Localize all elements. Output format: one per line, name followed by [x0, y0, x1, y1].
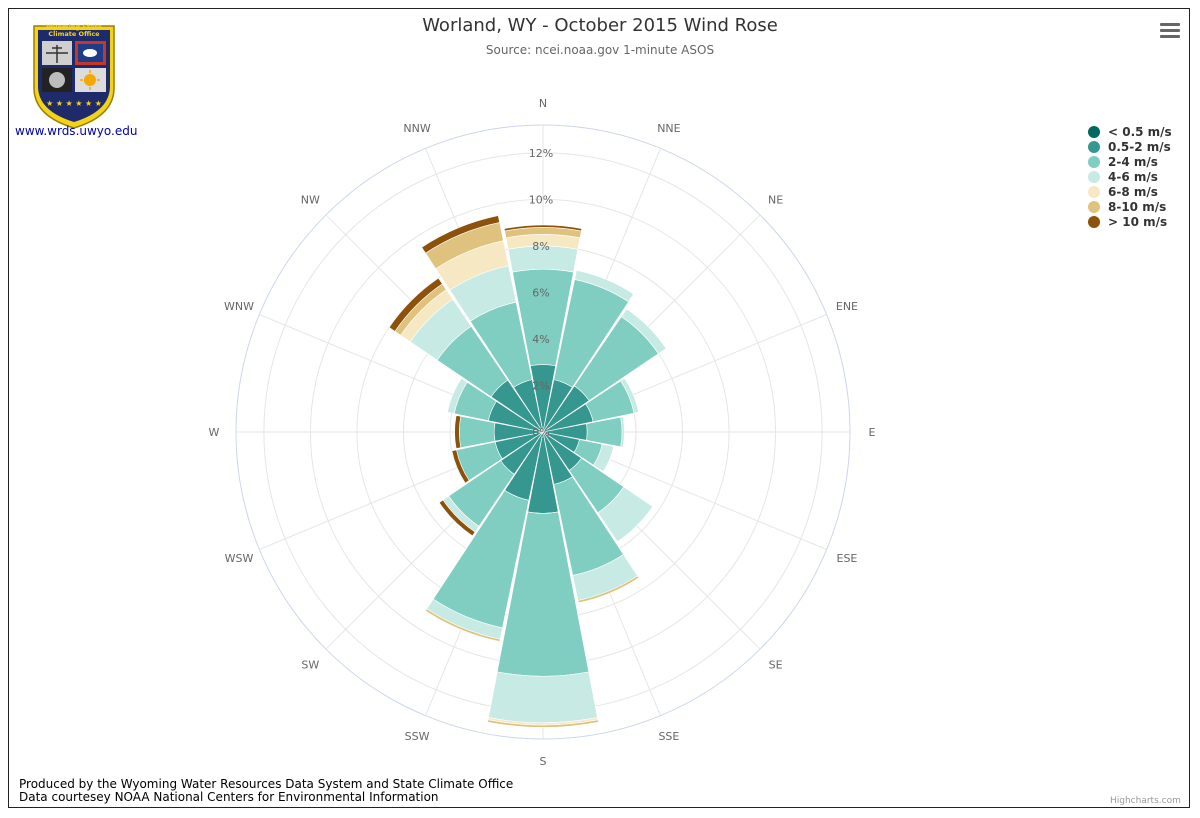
bar-e-bin-3 — [620, 416, 625, 448]
direction-label-sse: SSE — [658, 730, 679, 743]
radial-tick-label: 10% — [529, 193, 553, 206]
legend-item[interactable]: 4-6 m/s — [1088, 169, 1172, 184]
legend-swatch — [1088, 155, 1100, 168]
radial-tick-label: 12% — [529, 147, 553, 160]
legend-swatch — [1088, 140, 1100, 153]
bar-ene-bin-3 — [620, 377, 640, 414]
bar-sse-bin-5 — [577, 575, 640, 604]
direction-label-wnw: WNW — [224, 300, 254, 313]
bar-sw-bin-6 — [438, 499, 476, 537]
bar-s-bin-5 — [487, 719, 599, 728]
direction-label-ssw: SSW — [405, 730, 430, 743]
direction-label-nne: NNE — [657, 122, 680, 135]
bar-nw-bin-6 — [388, 277, 443, 332]
footer-line1: Produced by the Wyoming Water Resources … — [19, 777, 514, 791]
radial-tick-label: 6% — [532, 286, 549, 299]
footer-line2: Data courtesey NOAA National Centers for… — [19, 790, 439, 804]
moon-icon — [49, 72, 65, 88]
bar-nnw-bin-6 — [421, 215, 500, 254]
legend-label: 4-6 m/s — [1108, 169, 1158, 184]
direction-label-s: S — [540, 755, 547, 768]
bar-ne-bin-3 — [621, 308, 667, 354]
bar-ssw-bin-5 — [425, 608, 501, 642]
direction-label-nnw: NNW — [403, 122, 430, 135]
legend-item[interactable]: 6-8 m/s — [1088, 184, 1172, 199]
legend-label: > 10 m/s — [1108, 214, 1168, 229]
logo-text-line2: Climate Office — [48, 30, 100, 38]
highcharts-credit-link[interactable]: Highcharts.com — [1110, 796, 1181, 806]
bar-se-bin-3 — [597, 486, 654, 543]
direction-label-ese: ESE — [837, 552, 858, 565]
radial-tick-label: 0% — [532, 426, 549, 439]
wind-rose-bars — [388, 215, 667, 728]
bison-icon — [83, 49, 97, 57]
wyoming-climate-office-logo: Wyoming State Climate Office ★ ★ ★ ★ ★ ★ — [33, 23, 115, 129]
legend-item[interactable]: < 0.5 m/s — [1088, 124, 1172, 139]
axis-labels: N NNE NE ENE E ESE SE SSE S SSW SW WSW W WNW NW NNW 0% 2%… — [209, 97, 876, 768]
legend-label: 0.5-2 m/s — [1108, 139, 1171, 154]
hamburger-menu-icon[interactable] — [1158, 20, 1182, 42]
chart-legend: < 0.5 m/s 0.5-2 m/s 2-4 m/s 4-6 m/s 6-8 m/s 8… — [1088, 124, 1172, 229]
bar-s-bin-3 — [488, 671, 598, 724]
bar-n-bin-6 — [503, 224, 583, 232]
radial-tick-label: 8% — [532, 240, 549, 253]
legend-label: 8-10 m/s — [1108, 199, 1167, 214]
footer-credits: Produced by the Wyoming Water Resources … — [19, 778, 513, 804]
legend-item[interactable]: 2-4 m/s — [1088, 154, 1172, 169]
radial-tick-label: 2% — [532, 379, 549, 392]
legend-swatch — [1088, 200, 1100, 213]
chart-frame — [8, 8, 1190, 808]
direction-label-n: N — [539, 97, 547, 110]
chart-subtitle: Source: ncei.noaa.gov 1-minute ASOS — [485, 43, 715, 57]
radial-tick-label: 4% — [532, 333, 549, 346]
direction-label-nw: NW — [301, 193, 320, 206]
legend-swatch — [1088, 170, 1100, 183]
direction-label-wsw: WSW — [225, 552, 254, 565]
chart-title: Worland, WY - October 2015 Wind Rose — [422, 15, 778, 36]
legend-label: 6-8 m/s — [1108, 184, 1158, 199]
windvane-icon — [46, 45, 68, 63]
legend-swatch — [1088, 125, 1100, 138]
bar-w-bin-6 — [454, 415, 462, 449]
direction-label-e: E — [869, 426, 876, 439]
bar-ese-bin-3 — [593, 443, 614, 472]
legend-item[interactable]: 0.5-2 m/s — [1088, 139, 1172, 154]
legend-swatch — [1088, 185, 1100, 198]
svg-text:★ ★ ★ ★ ★ ★: ★ ★ ★ ★ ★ ★ — [46, 99, 102, 108]
sun-icon — [84, 74, 96, 86]
bar-nne-bin-3 — [574, 269, 635, 303]
direction-label-sw: SW — [301, 659, 319, 672]
bar-wsw-bin-6 — [451, 449, 470, 484]
legend-item[interactable]: 8-10 m/s — [1088, 199, 1172, 214]
wrds-website-link[interactable]: www.wrds.uwyo.edu — [15, 124, 138, 138]
legend-label: < 0.5 m/s — [1108, 124, 1172, 139]
direction-label-se: SE — [769, 659, 783, 672]
legend-item[interactable]: > 10 m/s — [1088, 214, 1172, 229]
direction-label-w: W — [209, 426, 220, 439]
legend-swatch — [1088, 215, 1100, 228]
legend-label: 2-4 m/s — [1108, 154, 1158, 169]
bar-wnw-bin-3 — [446, 377, 468, 414]
direction-label-ne: NE — [768, 193, 783, 206]
logo-text-line1: Wyoming State — [46, 23, 103, 31]
direction-label-ene: ENE — [836, 300, 858, 313]
